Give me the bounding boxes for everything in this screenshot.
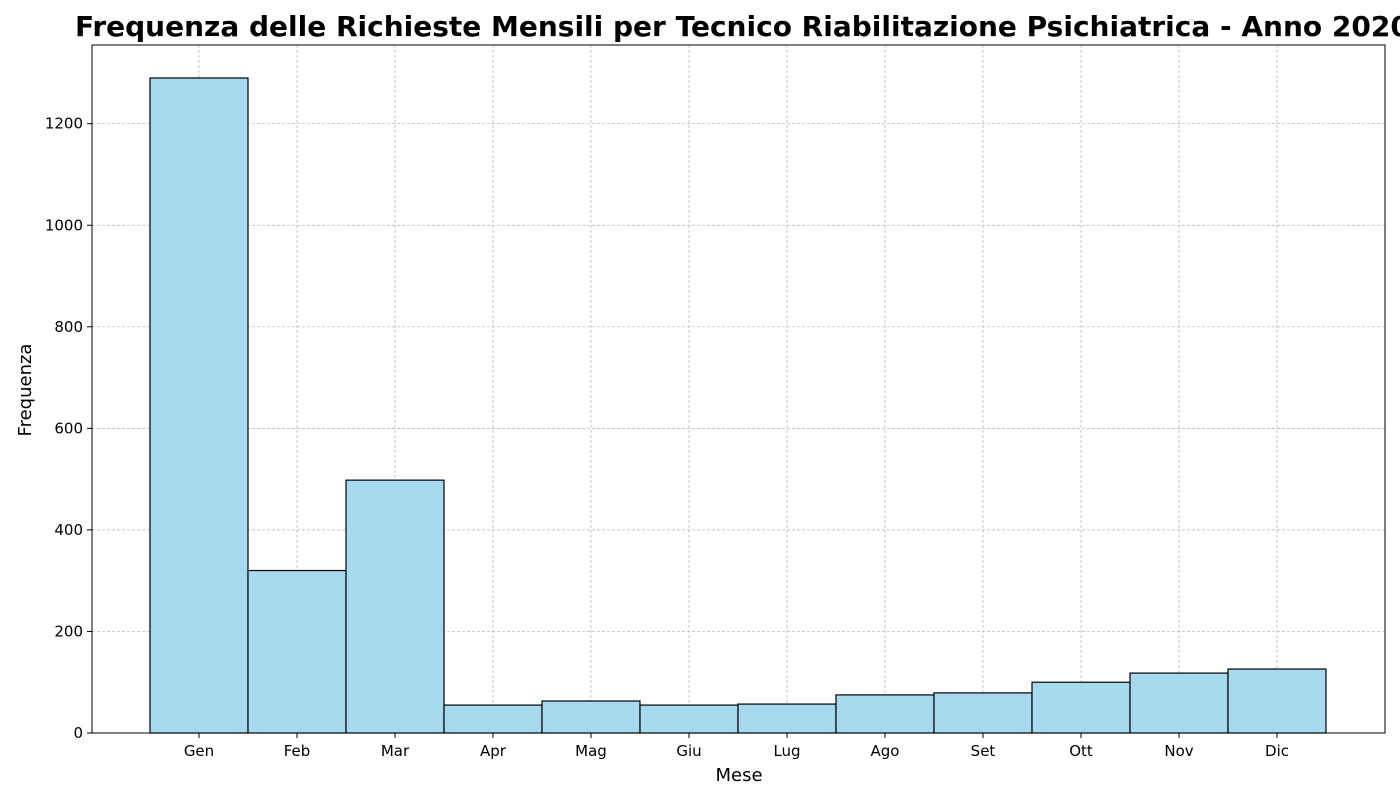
chart-title: Frequenza delle Richieste Mensili per Te… <box>75 10 1400 43</box>
x-tick-label: Gen <box>184 742 214 760</box>
x-axis: Gen Feb Mar Apr Mag Giu Lug Ago Set Ott Nov Dic <box>184 733 1289 760</box>
x-tick-label: Apr <box>480 742 507 760</box>
bar <box>247 569 347 734</box>
x-tick-label: Dic <box>1265 742 1289 760</box>
bar <box>149 77 249 734</box>
bar <box>835 694 935 734</box>
x-axis-label: Mese <box>715 765 762 786</box>
y-tick-label: 400 <box>54 521 83 539</box>
x-tick-label: Nov <box>1164 742 1193 760</box>
y-tick-label: 600 <box>54 419 83 437</box>
bar <box>443 704 543 734</box>
y-tick-label: 1000 <box>45 216 83 234</box>
bar <box>737 703 837 734</box>
y-tick-label: 800 <box>54 318 83 336</box>
bar <box>541 700 641 734</box>
y-axis: 0 200 400 600 800 1000 1200 <box>45 115 92 742</box>
y-tick-label: 0 <box>73 724 83 742</box>
x-tick-label: Ott <box>1069 742 1093 760</box>
x-tick-label: Feb <box>284 742 311 760</box>
bars <box>149 77 1327 734</box>
x-tick-label: Giu <box>676 742 701 760</box>
bar <box>1031 681 1131 734</box>
bar <box>1227 668 1327 734</box>
x-tick-label: Lug <box>773 742 800 760</box>
bar <box>933 692 1033 734</box>
y-tick-label: 200 <box>54 622 83 640</box>
bar <box>345 479 445 734</box>
y-axis-label: Frequenza <box>15 344 36 437</box>
plot-frame <box>91 44 1386 734</box>
x-tick-label: Set <box>971 742 996 760</box>
x-tick-label: Ago <box>871 742 900 760</box>
bar <box>639 704 739 734</box>
bar <box>1129 672 1229 734</box>
y-tick-label: 1200 <box>45 115 83 133</box>
x-tick-label: Mag <box>575 742 607 760</box>
x-tick-label: Mar <box>381 742 410 760</box>
